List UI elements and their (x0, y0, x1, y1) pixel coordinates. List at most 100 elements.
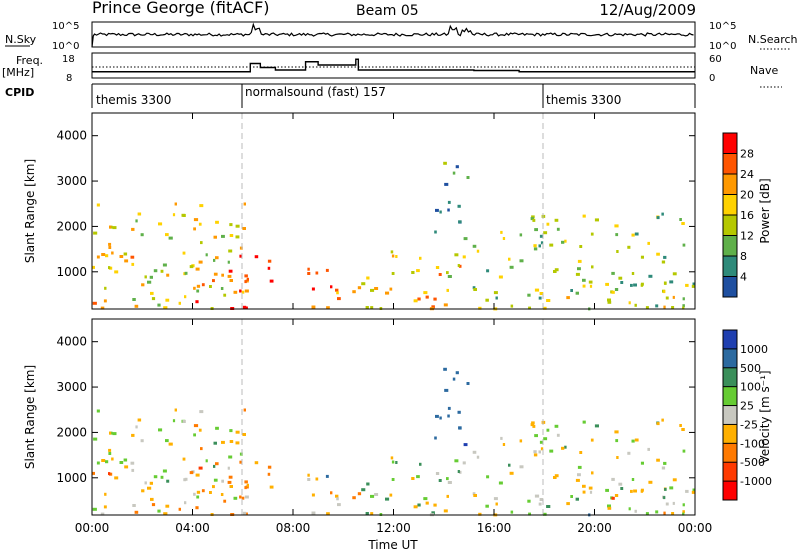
velocity-cell (519, 439, 523, 443)
velocity-cell (200, 447, 203, 451)
velocity-cell (366, 482, 370, 486)
velocity-cell (466, 382, 470, 385)
power-cell (466, 176, 470, 179)
power-cell (681, 222, 685, 225)
velocity-cell (411, 477, 415, 480)
power-cell (242, 227, 246, 230)
power-cell (672, 295, 675, 299)
velocity-cell (627, 451, 631, 455)
power-cell (538, 244, 541, 248)
power-cell (519, 259, 524, 263)
power-cell (682, 243, 686, 247)
power-cell (682, 297, 685, 301)
velocity-cell (337, 503, 341, 507)
velocity-cell (500, 436, 503, 440)
velocity-cell (656, 422, 660, 426)
power-cell (223, 293, 227, 297)
power-cell (663, 305, 666, 309)
power-cell (443, 161, 447, 165)
power-cell (195, 267, 200, 271)
velocity-cell (634, 438, 639, 442)
power-cell (195, 300, 199, 304)
power-cell (570, 289, 573, 292)
colorbar-swatch (723, 235, 737, 257)
power-cell (413, 299, 418, 303)
velocity-cell (374, 493, 379, 496)
velocity-cell (663, 461, 667, 465)
power-cell (615, 233, 619, 237)
nave-tick-bottom: 0 (709, 73, 715, 84)
power-cell (137, 212, 142, 216)
power-cell (246, 277, 249, 281)
nave-label: Nave (750, 64, 778, 77)
velocity-cell (221, 440, 225, 444)
velocity-cell (239, 452, 243, 456)
power-cell (103, 299, 107, 303)
velocity-cell (213, 478, 218, 482)
velocity-cell (311, 511, 316, 515)
power-cell (692, 282, 696, 286)
power-cell (425, 295, 429, 299)
velocity-cell (135, 425, 138, 429)
power-cell (132, 298, 136, 301)
power-cell (101, 253, 106, 256)
x-tick-label: 20:00 (577, 521, 612, 535)
velocity-cell (655, 510, 659, 514)
velocity-cell (244, 480, 248, 484)
velocity-cell (682, 510, 685, 514)
velocity-cell (447, 414, 450, 418)
velocity-cell (645, 512, 649, 516)
power-cell (661, 212, 664, 216)
velocity-cell (385, 497, 390, 501)
power-cell (472, 244, 477, 248)
colorbar-swatch (723, 215, 737, 236)
power-cell (411, 271, 415, 274)
velocity-cell (213, 441, 217, 445)
velocity-cell (582, 484, 586, 488)
velocity-cell (631, 439, 635, 443)
nsky-trace (91, 22, 694, 48)
velocity-cell (446, 494, 449, 498)
velocity-cell (229, 429, 233, 433)
colorbar-tick-label: 28 (740, 148, 754, 161)
colorbar-swatch (723, 462, 737, 482)
power-cell (588, 280, 593, 284)
power-cell (631, 233, 635, 237)
power-cell (591, 265, 594, 269)
power-cell (457, 204, 461, 208)
power-cell (564, 239, 567, 243)
power-cell (478, 306, 482, 310)
velocity-cell (533, 453, 538, 457)
power-cell (458, 264, 462, 268)
velocity-cell (417, 503, 421, 507)
velocity-cell (575, 497, 579, 501)
velocity-cell (582, 490, 586, 494)
power-cell (472, 286, 476, 290)
velocity-cell (590, 438, 594, 442)
velocity-cell (209, 491, 212, 494)
velocity-ylabel: Slant Range [km] (23, 365, 37, 469)
power-cell (669, 280, 674, 284)
power-cell (109, 225, 112, 229)
velocity-cell (108, 452, 112, 455)
velocity-cell (196, 490, 201, 494)
colorbar-tick-label: 100 (740, 381, 761, 394)
velocity-cell (605, 488, 609, 492)
power-cell (168, 236, 173, 240)
power-cell (352, 290, 356, 294)
colorbar-swatch (723, 405, 737, 425)
power-cell (647, 241, 650, 245)
velocity-cell (452, 377, 456, 381)
power-cell (140, 233, 144, 237)
power-cell (158, 222, 163, 226)
power-cell (607, 298, 611, 302)
colorbar-swatch (723, 443, 737, 463)
power-cell (679, 218, 682, 221)
velocity-cell (457, 470, 460, 473)
velocity-cell (556, 433, 560, 437)
power-cell (435, 266, 440, 269)
colorbar-tick-label: -100 (740, 437, 765, 450)
power-cell (509, 265, 514, 269)
x-tick-label: 08:00 (276, 521, 311, 535)
power-cell (631, 272, 635, 275)
